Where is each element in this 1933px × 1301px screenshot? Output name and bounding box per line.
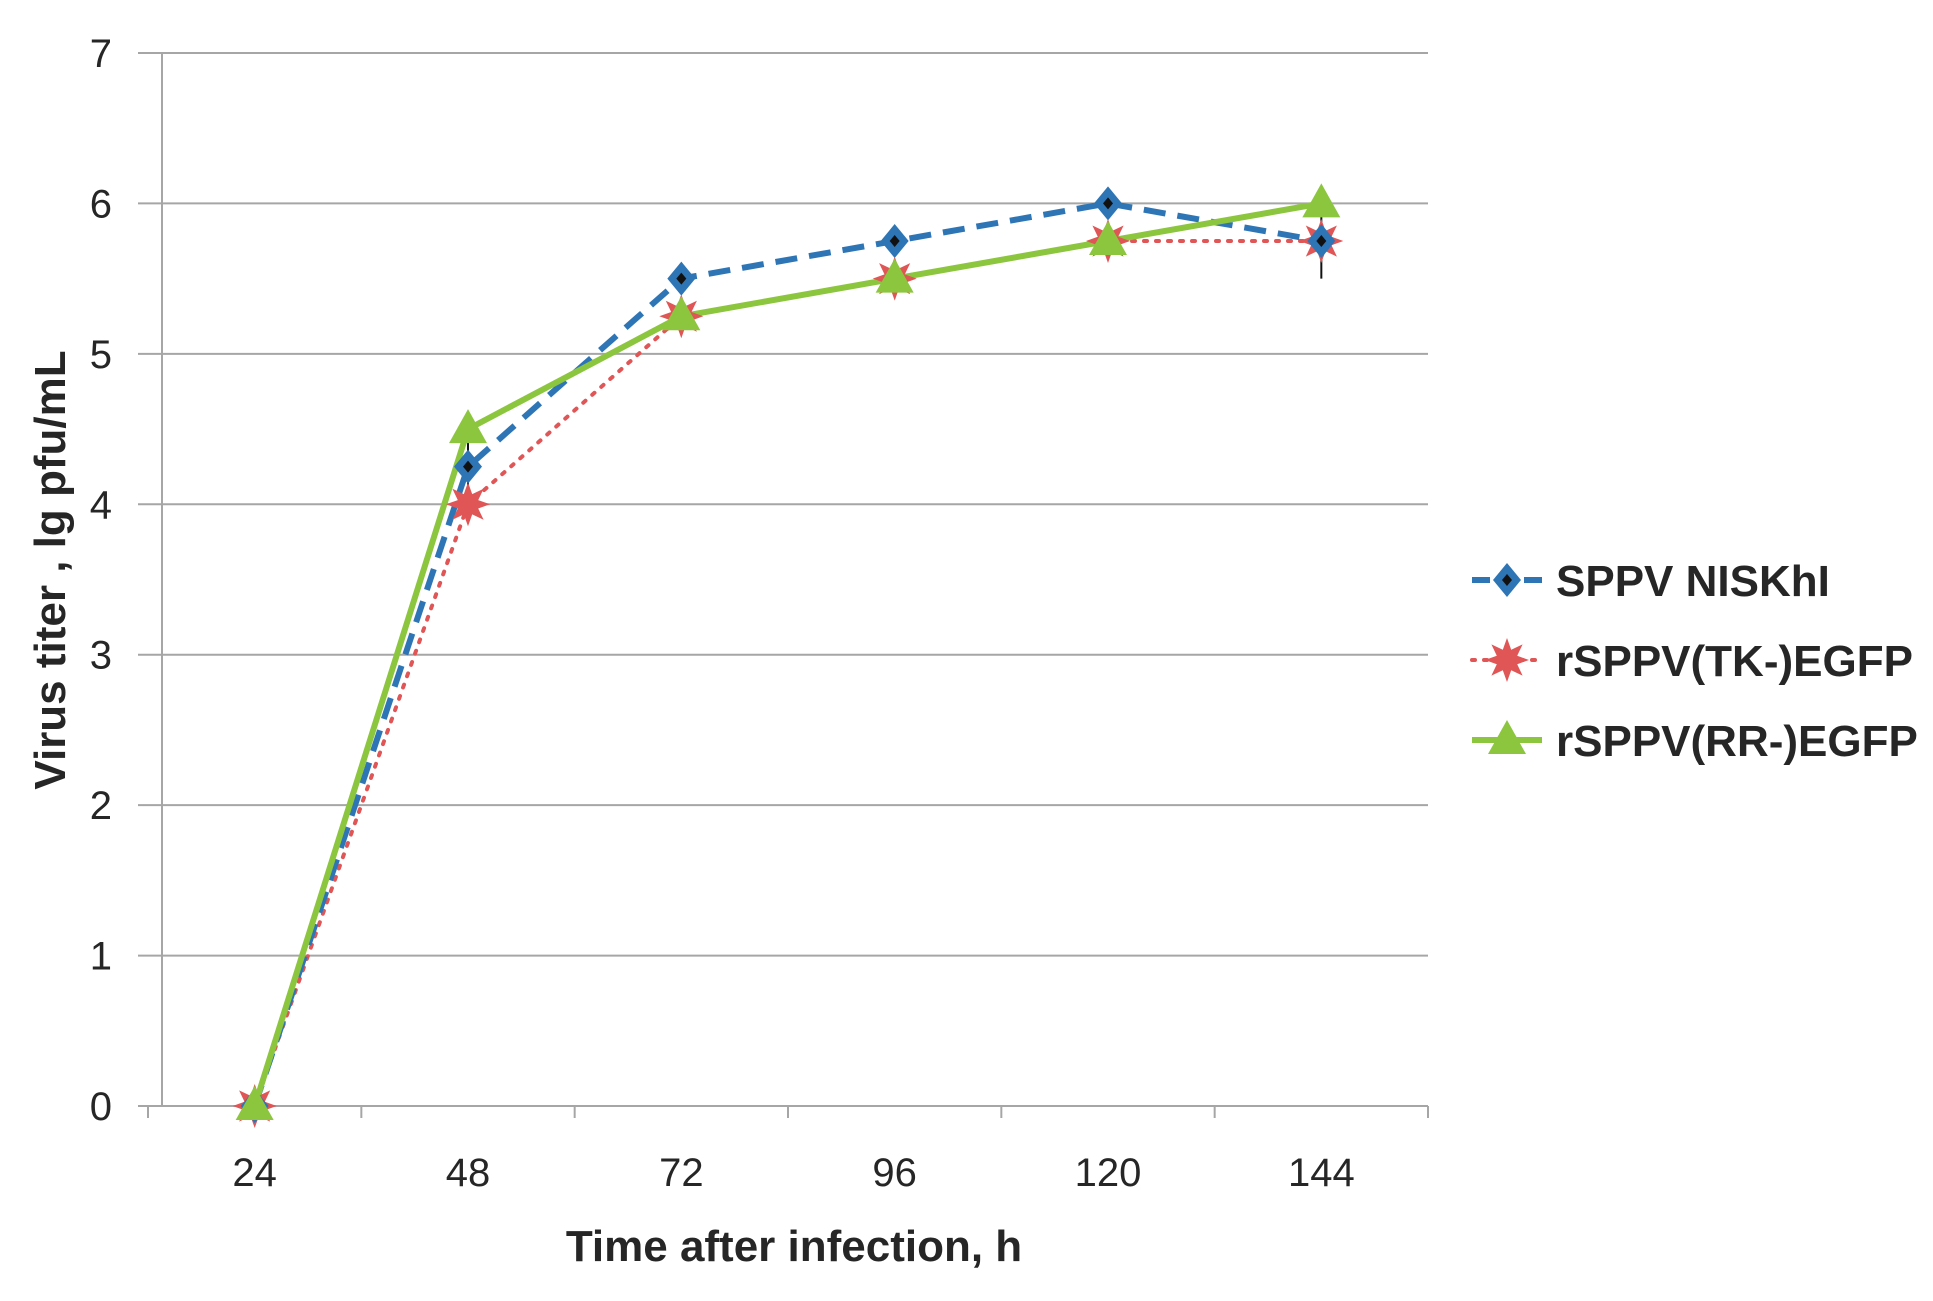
x-tick-label: 48 (446, 1151, 491, 1195)
data-point-center (676, 272, 687, 285)
legend-item-0: SPPV NISKhI (1472, 557, 1830, 606)
x-axis-title: Time after infection, h (566, 1222, 1022, 1271)
data-point (1094, 186, 1122, 221)
x-tick-label: 72 (659, 1151, 704, 1195)
series-0 (251, 200, 1322, 1107)
data-point (454, 449, 482, 484)
legend-marker (1488, 720, 1526, 754)
axes: 0 1 2 3 4 5 6 7 24 48 72 96 120 144 (90, 32, 1429, 1195)
data-point (235, 1086, 274, 1120)
x-tick-label: 120 (1075, 1151, 1142, 1195)
data-point (1307, 224, 1336, 259)
gridlines (138, 52, 1428, 1107)
data-point-center (463, 460, 473, 473)
legend-label: rSPPV(RR-)EGFP (1556, 717, 1918, 766)
legend-label: rSPPV(TK-)EGFP (1556, 637, 1913, 686)
series-2 (251, 200, 1322, 1107)
data-point-center (1103, 197, 1113, 210)
data-point (880, 224, 909, 259)
legend-marker (1493, 563, 1521, 597)
data-point-center (1316, 235, 1327, 248)
legend: SPPV NISKhI rSPPV(TK-)EGFP rSPPV(RR-)EGFP (1470, 557, 1918, 766)
data-point (875, 258, 914, 293)
legend-item-1: rSPPV(TK-)EGFP (1470, 637, 1913, 686)
y-tick-label: 0 (90, 1085, 112, 1129)
series-line-2 (251, 200, 1322, 1107)
data-point (667, 261, 696, 296)
y-tick-label: 1 (90, 935, 112, 979)
y-tick-label: 7 (90, 32, 112, 76)
y-tick-label: 5 (90, 333, 112, 377)
data-point (662, 296, 701, 331)
series-1 (252, 239, 1324, 1108)
series-line-0 (251, 200, 1322, 1107)
data-point-center (889, 235, 900, 248)
x-tick-label: 96 (872, 1151, 917, 1195)
legend-marker-center (1502, 574, 1512, 586)
y-tick-label: 4 (90, 483, 112, 527)
legend-item-2: rSPPV(RR-)EGFP (1472, 717, 1918, 766)
y-tick-label: 6 (90, 182, 112, 226)
data-point (1302, 183, 1341, 218)
y-tick-label: 3 (90, 634, 112, 678)
series-line-1 (252, 239, 1324, 1108)
y-tick-label: 2 (90, 784, 112, 828)
legend-label: SPPV NISKhI (1556, 557, 1830, 606)
data-point (449, 409, 487, 444)
data-point (446, 482, 490, 527)
legend-marker (1485, 638, 1529, 682)
x-tick-label: 24 (232, 1151, 277, 1195)
data-point (1089, 221, 1127, 256)
y-axis-title: Virus titer , lg pfu/mL (26, 350, 75, 789)
x-tick-label: 144 (1288, 1151, 1355, 1195)
series-layer (232, 183, 1344, 1128)
